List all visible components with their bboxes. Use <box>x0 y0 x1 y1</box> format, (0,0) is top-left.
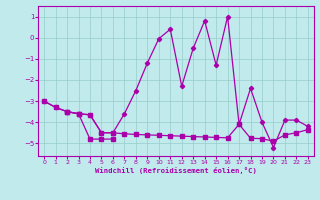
X-axis label: Windchill (Refroidissement éolien,°C): Windchill (Refroidissement éolien,°C) <box>95 167 257 174</box>
